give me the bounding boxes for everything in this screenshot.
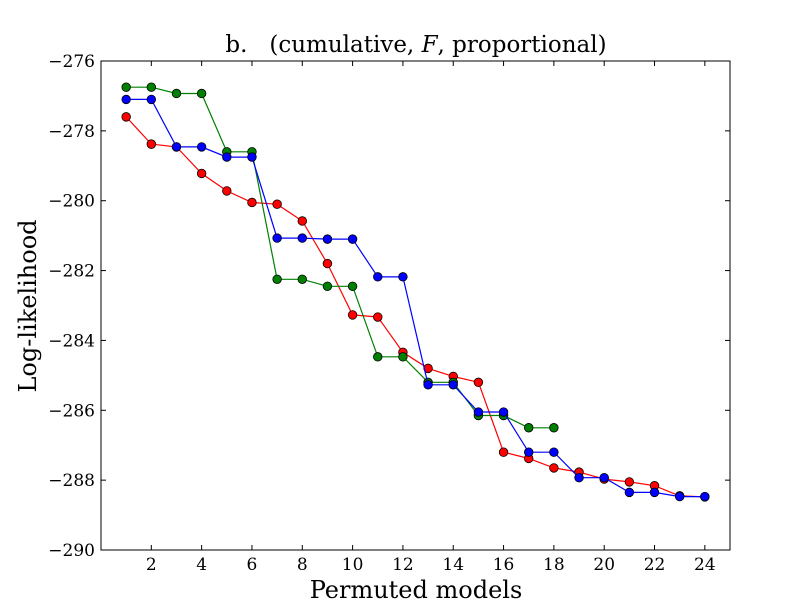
data-point-blue xyxy=(272,233,282,243)
data-point-red xyxy=(473,377,484,388)
data-point-green xyxy=(272,274,282,285)
data-point-green xyxy=(297,274,307,285)
x-tick-label: 12 xyxy=(392,555,414,575)
data-point-red xyxy=(347,310,358,320)
data-point-blue xyxy=(247,152,257,162)
data-point-red xyxy=(297,216,307,226)
data-point-red xyxy=(222,186,232,196)
data-point-green xyxy=(171,88,182,99)
x-tick-label: 6 xyxy=(247,555,258,575)
x-tick-label: 8 xyxy=(297,555,308,575)
data-point-red xyxy=(498,447,509,457)
x-tick-label: 18 xyxy=(543,555,565,575)
data-point-red xyxy=(146,139,157,149)
tick-layer: 2 4 6 8 10 12 14 16 18 20 22 24−290−288−286−284−282… xyxy=(48,52,730,575)
data-point-green xyxy=(196,88,207,99)
data-point-red xyxy=(624,477,635,487)
data-point-blue xyxy=(373,272,383,282)
x-tick-label: 24 xyxy=(694,555,716,575)
plot-area xyxy=(101,61,730,550)
data-point-blue xyxy=(524,447,534,457)
y-tick-label: −290 xyxy=(48,541,95,561)
data-point-green xyxy=(347,281,358,291)
data-point-blue xyxy=(574,472,584,483)
y-tick-label: −288 xyxy=(48,471,95,491)
data-point-blue xyxy=(196,142,207,152)
x-tick-label: 20 xyxy=(593,555,615,575)
data-point-red xyxy=(121,112,131,122)
x-tick-label: 16 xyxy=(493,555,515,575)
chart-title: b. (cumulative, F, proportional) xyxy=(225,32,606,58)
x-tick-label: 10 xyxy=(342,555,364,575)
plot-frame xyxy=(100,60,731,551)
data-point-blue xyxy=(549,447,559,457)
data-point-blue xyxy=(222,152,232,162)
data-point-green xyxy=(322,281,333,291)
data-point-red xyxy=(272,199,282,209)
data-point-blue xyxy=(700,491,710,502)
series-blue xyxy=(121,94,710,502)
data-point-blue xyxy=(674,491,685,502)
y-tick-label: −286 xyxy=(48,401,95,421)
y-tick-label: −276 xyxy=(48,52,95,72)
data-point-blue xyxy=(448,380,458,390)
data-point-blue xyxy=(649,487,660,498)
data-point-red xyxy=(196,168,207,179)
data-point-blue xyxy=(398,272,408,282)
data-point-blue xyxy=(146,94,157,105)
data-point-green xyxy=(549,423,559,433)
x-tick-label: 22 xyxy=(644,555,666,575)
y-axis-title: Log-likelihood xyxy=(14,219,42,392)
data-point-blue xyxy=(171,142,182,152)
data-point-green xyxy=(121,82,131,92)
data-point-green xyxy=(524,423,534,433)
data-point-blue xyxy=(322,234,333,244)
x-tick-label: 2 xyxy=(146,555,157,575)
y-tick-label: −278 xyxy=(48,122,95,142)
x-axis-title: Permuted models xyxy=(310,576,523,604)
data-point-blue xyxy=(473,407,484,417)
data-point-blue xyxy=(297,233,307,243)
data-point-red xyxy=(373,312,383,322)
data-point-red xyxy=(549,463,559,473)
y-tick-label: −280 xyxy=(48,192,95,212)
data-point-blue xyxy=(347,234,358,244)
series-layer xyxy=(121,82,710,502)
data-point-blue xyxy=(423,380,433,390)
data-point-green xyxy=(398,352,408,362)
data-point-red xyxy=(322,258,333,269)
data-point-blue xyxy=(121,94,131,105)
x-tick-label: 4 xyxy=(196,555,207,575)
data-point-green xyxy=(146,82,157,92)
x-tick-label: 14 xyxy=(442,555,464,575)
data-point-blue xyxy=(624,487,635,498)
y-tick-label: −282 xyxy=(48,262,95,282)
y-tick-label: −284 xyxy=(48,331,95,351)
data-point-blue xyxy=(498,407,509,417)
data-point-green xyxy=(373,352,383,362)
data-point-red xyxy=(247,197,257,208)
data-point-blue xyxy=(599,472,609,483)
